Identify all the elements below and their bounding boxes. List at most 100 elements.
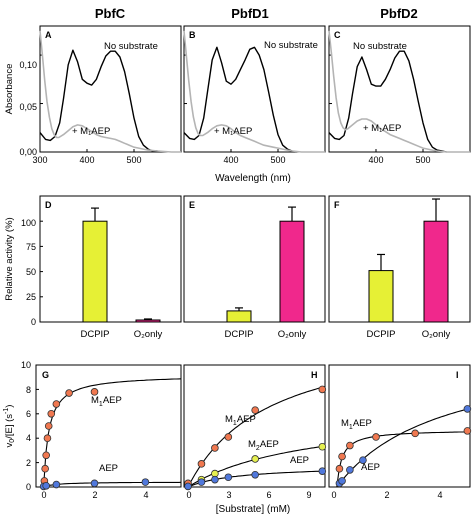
y-tick-label: 50 [26, 267, 36, 277]
data-point [338, 477, 346, 485]
data-point [411, 429, 419, 438]
panel-c: C No substrate + M₁AEP 400 500 [328, 25, 471, 165]
panel-h: H M1AEP M2AEP AEP 0 3 6 9 [183, 364, 327, 500]
bar-dcpip [368, 270, 394, 323]
y-tick-label: 0 [31, 317, 36, 327]
series-label-m1aep: M1AEP [91, 395, 122, 408]
y-tick-label: 8 [26, 385, 31, 395]
series-line-no-substrate [39, 49, 158, 152]
plot-frame [183, 364, 326, 488]
data-point [335, 464, 344, 473]
data-point [251, 470, 259, 479]
y-tick-label: 0,00 [19, 147, 37, 157]
plot-frame [39, 195, 182, 323]
data-point [42, 481, 50, 490]
series-line-m1aep [39, 30, 181, 153]
y-tick-label: 0,05 [19, 102, 37, 112]
plot-frame [328, 364, 471, 488]
y-tick-label: 10 [21, 360, 31, 370]
data-point [318, 385, 327, 394]
bar-o2only [423, 220, 449, 323]
x-tick-label: 2 [384, 490, 389, 500]
series-label-m1aep: M1AEP [225, 414, 256, 427]
panel-i: I M1AEP AEP 0 2 4 [328, 364, 472, 500]
panel-letter: F [334, 200, 340, 210]
y-tick-label: 75 [26, 242, 36, 252]
x-axis-label-substrate: [Substrate] (mM) [216, 504, 290, 515]
plot-frame [35, 364, 182, 488]
data-point [43, 434, 52, 443]
data-point [52, 400, 61, 408]
plot-frame [328, 25, 471, 153]
data-point [197, 478, 206, 486]
x-tick-label: 500 [270, 155, 285, 165]
series-line-m1aep [328, 30, 470, 153]
plot-frame [328, 195, 471, 323]
x-category-label: O₂only [422, 329, 451, 340]
data-point [44, 422, 53, 430]
panel-letter: H [311, 370, 318, 380]
plot-frame [183, 25, 326, 153]
x-category-label: DCPIP [80, 329, 109, 340]
panel-g: G M1AEP AEP 0 2 4 6 8 10 0 2 4 v0/[E] (s… [3, 360, 182, 500]
panel-f: F DCPIP O₂only [328, 195, 471, 340]
x-category-label: O₂only [134, 329, 163, 340]
panel-e: E DCPIP O₂only [183, 195, 326, 340]
column-title-pbfc: PbfC [95, 6, 126, 21]
series-line-no-substrate [183, 46, 297, 153]
data-point [318, 442, 327, 451]
data-point [184, 482, 192, 491]
data-point [359, 456, 367, 464]
data-point [251, 455, 259, 463]
column-title-pbfd1: PbfD1 [231, 6, 269, 21]
panel-letter: E [189, 200, 195, 210]
y-tick-label: 100 [21, 218, 36, 228]
y-axis-label: Relative activity (%) [4, 217, 15, 300]
annotation-m1aep: + M₁AEP [72, 126, 110, 137]
series-label-aep: AEP [99, 463, 118, 474]
series-line-no-substrate [328, 50, 447, 153]
x-tick-label: 2 [92, 490, 97, 500]
annotation-m1aep: + M₁AEP [363, 123, 401, 134]
data-point [251, 406, 259, 414]
bar-o2only [135, 319, 161, 323]
panel-letter: C [334, 30, 341, 40]
fit-curve [336, 407, 471, 488]
data-point [224, 433, 233, 441]
plot-frame [39, 25, 182, 153]
data-point [197, 460, 206, 468]
x-tick-label: 4 [143, 490, 148, 500]
panel-d: D 0 25 50 75 100 DCPIP O₂only Relative a… [4, 195, 182, 340]
y-tick-label: 25 [26, 292, 36, 302]
x-tick-label: 400 [79, 155, 94, 165]
data-point [211, 475, 219, 484]
series-label-m1aep: M1AEP [341, 418, 372, 431]
annotation-no-substrate: No substrate [264, 40, 318, 51]
x-category-label: DCPIP [366, 329, 395, 340]
data-point [90, 388, 99, 396]
series-line-m1aep [183, 30, 325, 153]
y-axis-label: Absorbance [4, 64, 15, 115]
panel-letter: I [456, 370, 459, 380]
x-tick-label: 0 [41, 490, 46, 500]
annotation-no-substrate: No substrate [353, 41, 407, 52]
data-point [42, 451, 50, 460]
data-point [65, 389, 73, 397]
panel-letter: G [42, 370, 49, 380]
series-label-aep: AEP [290, 455, 309, 466]
data-point [463, 427, 472, 435]
bar-dcpip [82, 220, 108, 323]
fit-curve [43, 481, 182, 488]
panel-letter: A [45, 30, 52, 40]
x-tick-label: 500 [415, 155, 430, 165]
panel-b: B No substrate + M₁AEP 400 500 [183, 25, 326, 165]
series-label-aep: AEP [361, 462, 380, 473]
data-point [346, 466, 354, 474]
data-point [318, 467, 327, 475]
data-point [338, 452, 346, 461]
y-tick-label: 0 [26, 482, 31, 492]
x-tick-label: 0 [331, 490, 336, 500]
series-label-m2aep: M2AEP [248, 439, 279, 452]
y-tick-label: 6 [26, 409, 31, 419]
x-tick-label: 3 [226, 490, 231, 500]
